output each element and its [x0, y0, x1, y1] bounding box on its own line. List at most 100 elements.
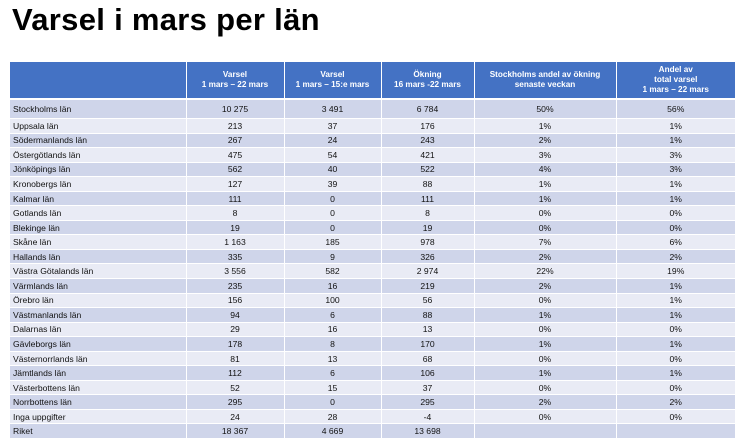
table-row: Gävleborgs län 178 8 170 1% 1%: [10, 336, 735, 352]
value-cell: 295: [186, 394, 285, 410]
table-row: Västra Götalands län 3 556 582 2 974 22% 19%: [10, 263, 735, 280]
varsel-table: Varsel 1 mars – 22 mars Varsel 1 mars – 15:…: [10, 62, 735, 439]
value-cell: 2%: [474, 249, 617, 265]
value-cell: 3%: [616, 162, 735, 178]
value-cell: 13: [381, 322, 475, 338]
table-row: Dalarnas län 29 16 13 0% 0%: [10, 322, 735, 338]
value-cell: 1%: [616, 176, 735, 192]
table-row: Jönköpings län 562 40 522 4% 3%: [10, 162, 735, 178]
table-row: Riket 18 367 4 669 13 698: [10, 423, 735, 439]
value-cell: [474, 423, 617, 439]
value-cell: 88: [381, 176, 475, 192]
value-cell: 54: [284, 147, 382, 163]
table-row: Västmanlands län 94 6 88 1% 1%: [10, 307, 735, 323]
table-row: Inga uppgifter 24 28 -4 0% 0%: [10, 409, 735, 425]
value-cell: 0%: [616, 409, 735, 425]
value-cell: 40: [284, 162, 382, 178]
value-cell: 37: [381, 380, 475, 396]
value-cell: 326: [381, 249, 475, 265]
table-row: Kronobergs län 127 39 88 1% 1%: [10, 176, 735, 192]
column-header-line: 1 mars – 22 mars: [642, 85, 709, 94]
column-header-line: 1 mars – 22 mars: [201, 80, 269, 89]
value-cell: 100: [284, 293, 382, 309]
value-cell: 94: [186, 307, 285, 323]
table-row: Norrbottens län 295 0 295 2% 2%: [10, 394, 735, 410]
value-cell: 111: [186, 191, 285, 207]
column-header: Ökning 16 mars -22 mars: [381, 62, 475, 100]
value-cell: 88: [381, 307, 475, 323]
table-row: Uppsala län 213 37 176 1% 1%: [10, 118, 735, 134]
value-cell: 1%: [616, 365, 735, 381]
value-cell: 0%: [474, 409, 617, 425]
value-cell: 2%: [474, 394, 617, 410]
value-cell: 1%: [474, 365, 617, 381]
value-cell: 0: [284, 394, 382, 410]
value-cell: 7%: [474, 234, 617, 250]
table-row: Värmlands län 235 16 219 2% 1%: [10, 278, 735, 294]
value-cell: 421: [381, 147, 475, 163]
column-header-line: 16 mars -22 mars: [394, 80, 461, 89]
value-cell: 24: [284, 133, 382, 149]
region-name-cell: Dalarnas län: [10, 322, 187, 338]
column-header-line: senaste veckan: [514, 80, 576, 89]
table-row: Västerbottens län 52 15 37 0% 0%: [10, 380, 735, 396]
value-cell: 18 367: [186, 423, 285, 439]
value-cell: 170: [381, 336, 475, 352]
value-cell: 19: [186, 220, 285, 236]
value-cell: 2%: [616, 249, 735, 265]
value-cell: 112: [186, 365, 285, 381]
region-name-cell: Kalmar län: [10, 191, 187, 207]
value-cell: 978: [381, 234, 475, 250]
table-header: Varsel 1 mars – 22 mars Varsel 1 mars – 15:…: [10, 62, 735, 100]
value-cell: 16: [284, 322, 382, 338]
value-cell: 37: [284, 118, 382, 134]
value-cell: 0%: [474, 220, 617, 236]
value-cell: 0%: [616, 380, 735, 396]
value-cell: 6%: [616, 234, 735, 250]
region-name-cell: Kronobergs län: [10, 176, 187, 192]
value-cell: 0%: [616, 351, 735, 367]
region-name-cell: Västra Götalands län: [10, 263, 187, 280]
column-header: Varsel 1 mars – 15:e mars: [284, 62, 382, 100]
region-name-cell: Inga uppgifter: [10, 409, 187, 425]
value-cell: 3 556: [186, 263, 285, 280]
value-cell: 15: [284, 380, 382, 396]
value-cell: 235: [186, 278, 285, 294]
value-cell: 3%: [616, 147, 735, 163]
value-cell: 0%: [474, 380, 617, 396]
value-cell: 0%: [616, 205, 735, 221]
table-row: Blekinge län 19 0 19 0% 0%: [10, 220, 735, 236]
value-cell: 4 669: [284, 423, 382, 439]
value-cell: 2 974: [381, 263, 475, 280]
value-cell: 0%: [474, 205, 617, 221]
value-cell: 6: [284, 307, 382, 323]
value-cell: 2%: [474, 278, 617, 294]
region-name-cell: Blekinge län: [10, 220, 187, 236]
value-cell: 52: [186, 380, 285, 396]
value-cell: 475: [186, 147, 285, 163]
header-row: Varsel 1 mars – 22 mars Varsel 1 mars – 15:…: [10, 62, 735, 100]
value-cell: 0%: [616, 220, 735, 236]
table-row: Östergötlands län 475 54 421 3% 3%: [10, 147, 735, 163]
region-name-cell: Västmanlands län: [10, 307, 187, 323]
value-cell: 243: [381, 133, 475, 149]
value-cell: 10 275: [186, 99, 285, 119]
region-name-cell: Gotlands län: [10, 205, 187, 221]
value-cell: 582: [284, 263, 382, 280]
value-cell: 1%: [474, 118, 617, 134]
value-cell: 1%: [474, 176, 617, 192]
value-cell: 1%: [474, 191, 617, 207]
region-name-cell: Jämtlands län: [10, 365, 187, 381]
table-row: Västernorrlands län 81 13 68 0% 0%: [10, 351, 735, 367]
value-cell: 1%: [616, 293, 735, 309]
value-cell: 16: [284, 278, 382, 294]
value-cell: 1%: [616, 191, 735, 207]
value-cell: 1%: [616, 278, 735, 294]
table-row: Gotlands län 8 0 8 0% 0%: [10, 205, 735, 221]
column-header-line: Ökning: [413, 70, 442, 79]
value-cell: 4%: [474, 162, 617, 178]
value-cell: 1 163: [186, 234, 285, 250]
table-row: Jämtlands län 112 6 106 1% 1%: [10, 365, 735, 381]
value-cell: 185: [284, 234, 382, 250]
value-cell: 1%: [616, 336, 735, 352]
